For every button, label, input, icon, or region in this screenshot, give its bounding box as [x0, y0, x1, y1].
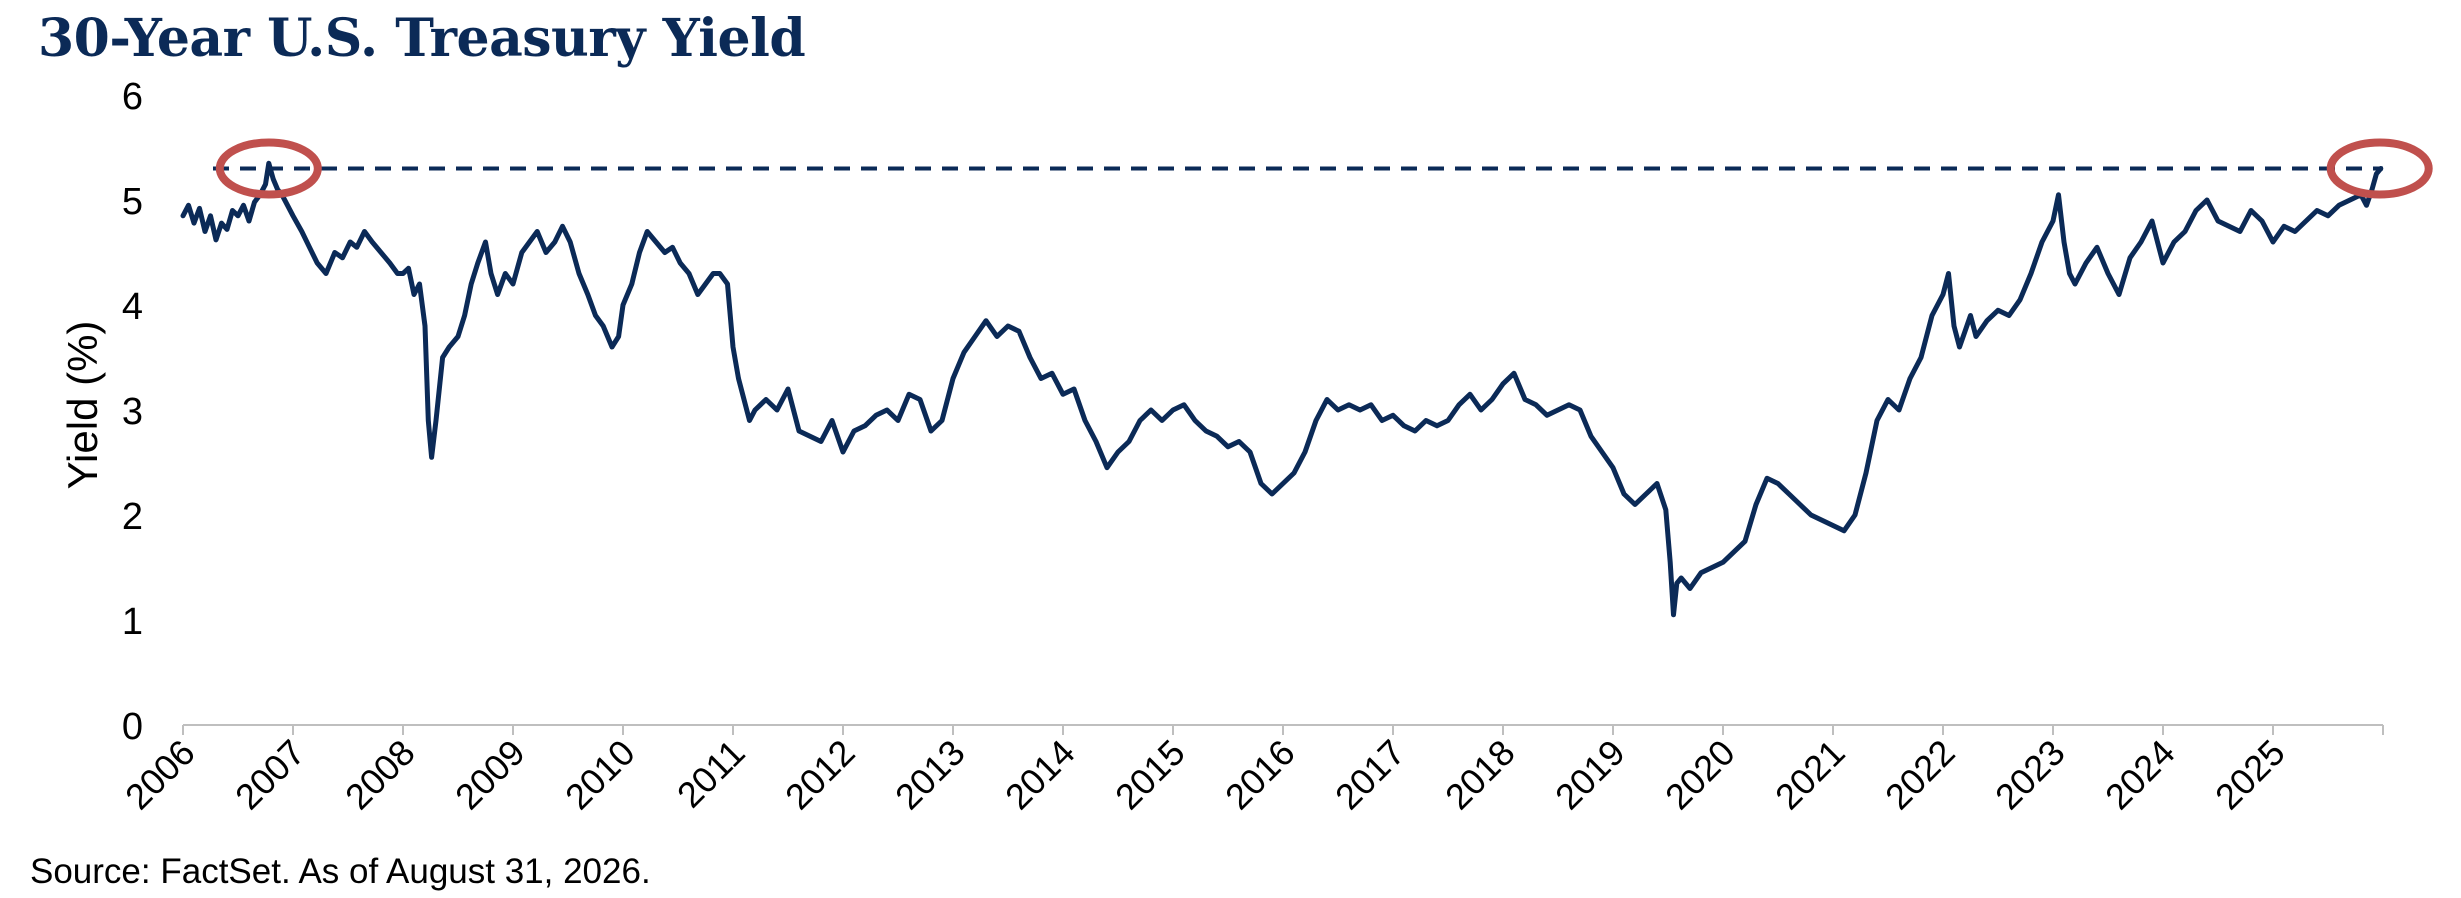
x-tick-label: 2007 — [227, 732, 313, 818]
x-tick-label: 2014 — [997, 732, 1083, 818]
x-tick-label: 2010 — [557, 732, 643, 818]
x-tick-label: 2025 — [2207, 732, 2293, 818]
x-tick-label: 2012 — [777, 732, 863, 818]
y-tick-label: 2 — [122, 496, 143, 538]
x-tick-label: 2021 — [1767, 732, 1853, 818]
x-tick-label: 2015 — [1107, 732, 1193, 818]
x-tick-label: 2024 — [2097, 732, 2183, 818]
plot-area — [180, 138, 2433, 618]
x-tick-label: 2020 — [1657, 732, 1743, 818]
x-tick-label: 2016 — [1217, 732, 1303, 818]
y-tick-label: 6 — [122, 76, 143, 118]
x-tick-label: 2018 — [1437, 732, 1523, 818]
y-axis: 0 1 2 3 4 5 6 — [122, 76, 143, 748]
x-axis: 2006 2007 2008 2009 2010 2011 2012 2013 2014 2015… — [117, 724, 2384, 818]
highlight-circle — [215, 138, 322, 199]
x-tick-label: 2009 — [447, 732, 533, 818]
yield-line — [180, 160, 2384, 618]
x-tick-label: 2017 — [1327, 732, 1413, 818]
x-tick-label: 2008 — [337, 732, 423, 818]
x-tick-label: 2011 — [669, 732, 753, 816]
x-tick-label: 2013 — [887, 732, 973, 818]
y-tick-label: 0 — [122, 706, 143, 748]
source-note: Source: FactSet. As of August 31, 2026. — [30, 852, 651, 891]
y-tick-label: 5 — [122, 181, 143, 223]
chart-title: 30-Year U.S. Treasury Yield — [38, 8, 806, 69]
y-tick-label: 3 — [122, 391, 143, 433]
x-tick-label: 2019 — [1547, 732, 1633, 818]
y-tick-label: 4 — [122, 286, 143, 328]
y-axis-label: Yield (%) — [59, 321, 106, 490]
x-tick-label: 2022 — [1877, 732, 1963, 818]
highlight-circle — [2326, 138, 2433, 199]
x-tick-label: 2023 — [1987, 732, 2073, 818]
y-tick-label: 1 — [122, 601, 143, 643]
